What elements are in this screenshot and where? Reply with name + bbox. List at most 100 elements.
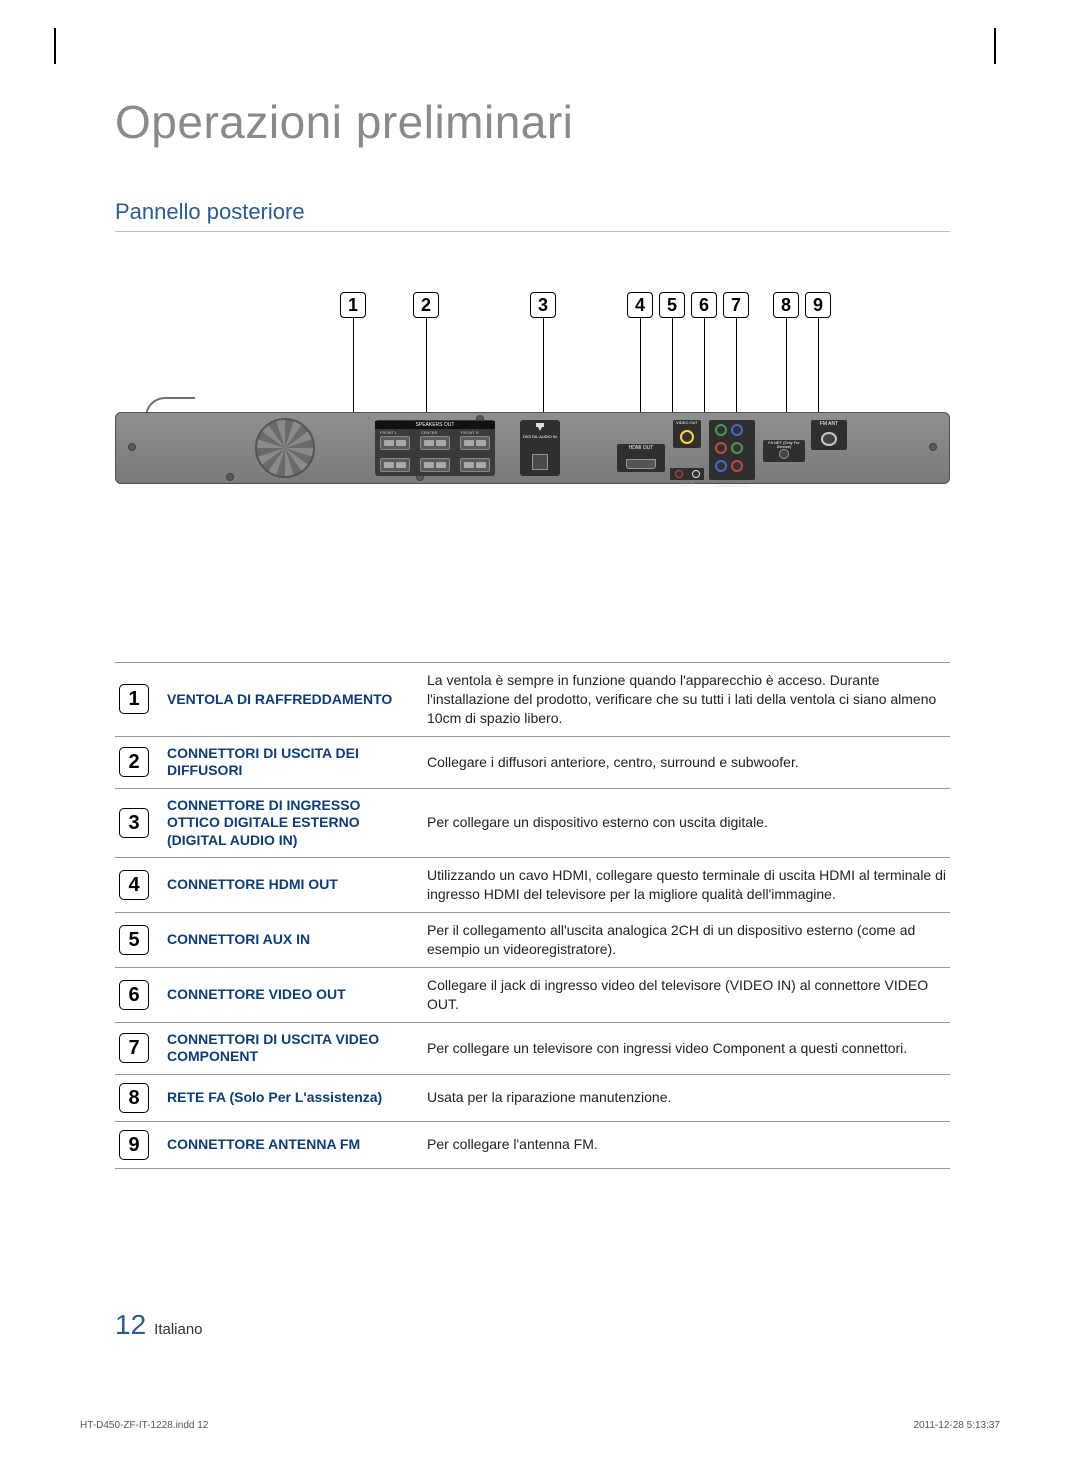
rca-blue-icon: [715, 460, 727, 472]
callout-line: [818, 318, 819, 418]
speaker-port: [380, 436, 410, 450]
callout-6: 6: [691, 292, 717, 318]
table-row: 9 CONNETTORE ANTENNA FMPer collegare l'an…: [115, 1122, 950, 1169]
callout-line: [426, 318, 427, 418]
page-content: Operazioni preliminari Pannello posterio…: [115, 95, 950, 1169]
speaker-port: [420, 458, 450, 472]
print-timestamp: 2011-12-28 5:13:37: [913, 1420, 1000, 1431]
rca-green-icon: [731, 442, 743, 454]
table-row: 8 RETE FA (Solo Per L'assistenza)Usata pe…: [115, 1075, 950, 1122]
rca-red-icon: [731, 460, 743, 472]
connector-name: RETE FA (Solo Per L'assistenza): [167, 1089, 427, 1107]
connectors-table: 1 VENTOLA DI RAFFREDDAMENTOLa ventola è s…: [115, 662, 950, 1169]
page-footer: 12 Italiano: [115, 1309, 203, 1341]
connector-description: Usata per la riparazione manutenzione.: [427, 1088, 950, 1107]
row-number-box: 1: [119, 684, 149, 714]
row-number-box: 3: [119, 808, 149, 838]
label: SPEAKERS OUT: [375, 421, 495, 429]
connector-description: Per collegare un dispositivo esterno con…: [427, 813, 950, 832]
connector-description: Per collegare l'antenna FM.: [427, 1135, 950, 1154]
fa-net-panel: FA NET (Only For Service): [763, 440, 805, 462]
rear-panel-diagram: 123456789 SPEAKERS OUT FRONT L CENTER FR…: [115, 292, 950, 572]
crop-mark: [54, 28, 56, 64]
component-out-panel: COMPONENT OUT: [709, 420, 755, 480]
connector-description: Collegare i diffusori anteriore, centro,…: [427, 753, 950, 772]
connector-name: CONNETTORI DI USCITA VIDEO COMPONENT: [167, 1031, 427, 1066]
page-title: Operazioni preliminari: [115, 95, 950, 149]
callout-9: 9: [805, 292, 831, 318]
callout-line: [786, 318, 787, 418]
screw-icon: [226, 473, 234, 481]
rca-red-icon: [715, 442, 727, 454]
connector-name: CONNETTORE VIDEO OUT: [167, 986, 427, 1004]
row-number-box: 6: [119, 980, 149, 1010]
screw-icon: [929, 443, 937, 451]
callout-7: 7: [723, 292, 749, 318]
hdmi-out-panel: HDMI OUT: [617, 444, 665, 472]
label: FRONT R: [461, 430, 479, 435]
speaker-port: [420, 436, 450, 450]
label: COMPONENT OUT: [709, 484, 755, 488]
crop-mark: [994, 28, 996, 64]
callout-line: [736, 318, 737, 418]
callout-5: 5: [659, 292, 685, 318]
table-row: 6 CONNETTORE VIDEO OUTCollegare il jack d…: [115, 968, 950, 1023]
section-title: Pannello posteriore: [115, 199, 950, 232]
callout-3: 3: [530, 292, 556, 318]
rca-blue-icon: [731, 424, 743, 436]
page-number: 12: [115, 1309, 146, 1341]
callout-1: 1: [340, 292, 366, 318]
rca-yellow-icon: [680, 430, 694, 444]
digital-audio-in-panel: DIGITAL AUDIO IN: [520, 420, 560, 476]
label: FM ANT: [811, 421, 847, 427]
connector-name: CONNETTORE HDMI OUT: [167, 876, 427, 894]
table-row: 3 CONNETTORE DI INGRESSO OTTICO DIGITALE …: [115, 789, 950, 859]
connector-description: Per il collegamento all'uscita analogica…: [427, 921, 950, 959]
hdmi-port: [626, 459, 656, 469]
rca-white-icon: [692, 470, 700, 478]
rca-red-icon: [675, 470, 683, 478]
label: FA NET (Only For Service): [763, 441, 805, 449]
callout-2: 2: [413, 292, 439, 318]
label: VIDEO OUT: [673, 421, 701, 425]
arrow-down-icon: [534, 422, 546, 432]
connector-name: CONNETTORE DI INGRESSO OTTICO DIGITALE E…: [167, 797, 427, 850]
row-number-box: 9: [119, 1130, 149, 1160]
connector-name: VENTOLA DI RAFFREDDAMENTO: [167, 691, 427, 709]
indd-filename: HT-D450-ZF-IT-1228.indd 12: [80, 1420, 208, 1431]
label: HDMI OUT: [617, 445, 665, 451]
connector-description: Utilizzando un cavo HDMI, collegare ques…: [427, 866, 950, 904]
table-row: 7 CONNETTORI DI USCITA VIDEO COMPONENTPer…: [115, 1023, 950, 1075]
service-port: [779, 449, 789, 459]
connector-description: Collegare il jack di ingresso video del …: [427, 976, 950, 1014]
callout-8: 8: [773, 292, 799, 318]
table-row: 5 CONNETTORI AUX INPer il collegamento al…: [115, 913, 950, 968]
row-number-box: 7: [119, 1033, 149, 1063]
label: DIGITAL AUDIO IN: [520, 434, 560, 439]
row-number-box: 4: [119, 870, 149, 900]
row-number-box: 5: [119, 925, 149, 955]
speaker-port: [460, 436, 490, 450]
fm-jack: [821, 432, 837, 446]
rca-green-icon: [715, 424, 727, 436]
table-row: 1 VENTOLA DI RAFFREDDAMENTOLa ventola è s…: [115, 663, 950, 737]
video-out-panel: VIDEO OUT: [673, 420, 701, 448]
callout-line: [353, 318, 354, 418]
aux-in-panel: AUX IN: [670, 468, 704, 480]
connector-description: La ventola è sempre in funzione quando l…: [427, 671, 950, 728]
row-number-box: 8: [119, 1083, 149, 1113]
label: AUX IN: [670, 482, 704, 487]
connector-description: Per collegare un televisore con ingressi…: [427, 1039, 950, 1058]
connector-name: CONNETTORI AUX IN: [167, 931, 427, 949]
speaker-port: [460, 458, 490, 472]
label: FRONT L: [380, 430, 397, 435]
label: CENTER: [421, 430, 437, 435]
connector-name: CONNETTORE ANTENNA FM: [167, 1136, 427, 1154]
cooling-fan-icon: [255, 418, 315, 478]
row-number-box: 2: [119, 747, 149, 777]
table-row: 4 CONNETTORE HDMI OUTUtilizzando un cavo …: [115, 858, 950, 913]
screw-icon: [128, 443, 136, 451]
table-row: 2CONNETTORI DI USCITA DEI DIFFUSORIColle…: [115, 737, 950, 789]
callout-line: [704, 318, 705, 418]
optical-port: [532, 454, 548, 470]
